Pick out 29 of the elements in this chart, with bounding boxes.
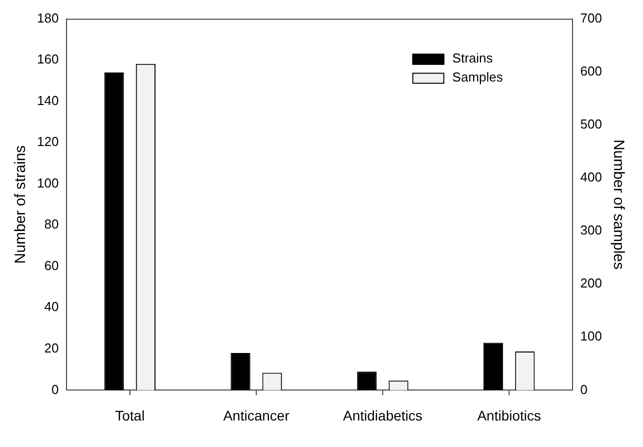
- x-tick-label: Total: [115, 407, 145, 424]
- y-tick-label: 180: [36, 10, 59, 26]
- y-axis-title: Number of strains: [12, 145, 30, 264]
- y2-tick-label: 500: [580, 116, 602, 132]
- y-tick-label: 80: [44, 216, 59, 232]
- y2-tick-label: 400: [580, 170, 602, 185]
- y2-tick-label: 0: [580, 382, 588, 397]
- x-tick-label: Antidiabetics: [343, 407, 422, 424]
- y-tick-label: 0: [51, 382, 59, 397]
- y-tick-label: 60: [44, 258, 59, 273]
- bar: [484, 342, 504, 390]
- x-tick-label: Anticancer: [223, 407, 290, 424]
- y-tick-label: 20: [44, 340, 59, 356]
- bar: [104, 72, 124, 390]
- y-tick-label: 120: [36, 134, 59, 150]
- y2-tick-label: 700: [580, 10, 602, 26]
- y2-tick-label: 300: [580, 222, 602, 238]
- y-tick-label: 100: [36, 175, 59, 190]
- y2-tick-label: 600: [580, 63, 602, 78]
- y-tick-label: 140: [36, 92, 59, 108]
- legend-label: Strains: [452, 50, 494, 66]
- y2-tick-label: 100: [580, 328, 602, 344]
- y2-axis-title: Number of samples: [610, 139, 627, 270]
- y-tick-label: 40: [44, 299, 59, 314]
- y-tick-label: 160: [36, 52, 59, 67]
- legend-label: Samples: [452, 69, 504, 84]
- y2-tick-label: 200: [580, 276, 602, 291]
- x-tick-label: Antibiotics: [477, 407, 542, 424]
- bar: [230, 353, 250, 390]
